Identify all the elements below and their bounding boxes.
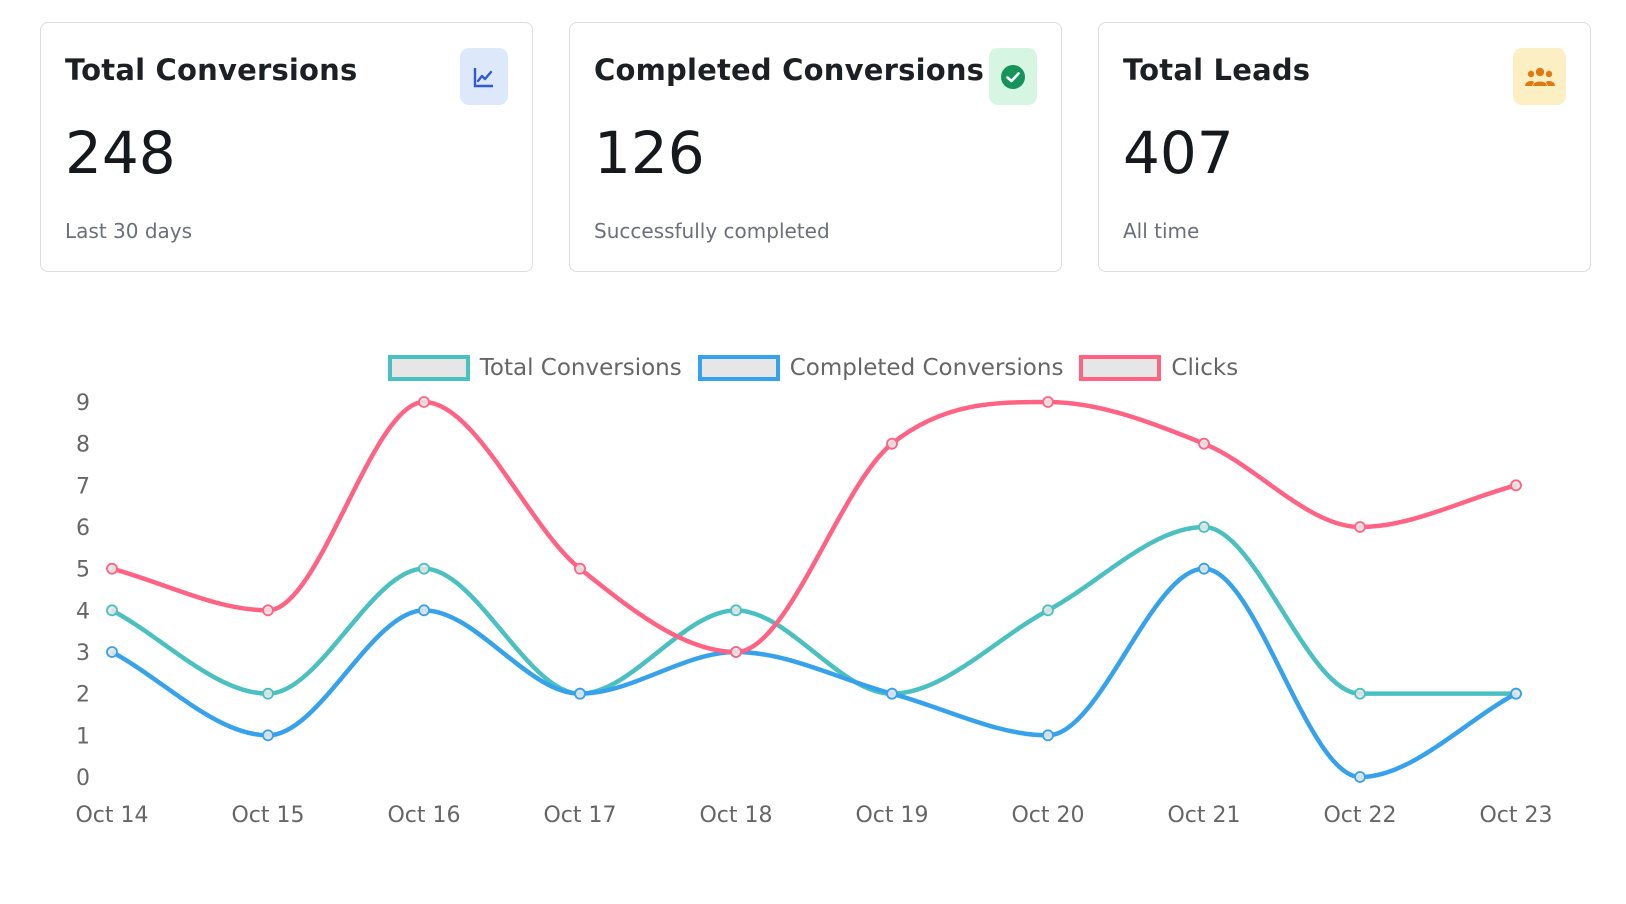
data-point-clicks[interactable] xyxy=(886,437,898,450)
data-point-completed-conversions[interactable] xyxy=(1042,729,1054,742)
card-value: 407 xyxy=(1123,119,1234,187)
legend-swatch xyxy=(1079,355,1162,381)
x-tick-label: Oct 18 xyxy=(699,803,772,828)
card-value: 126 xyxy=(594,119,705,187)
data-point-clicks[interactable] xyxy=(1042,396,1054,408)
series-line-total-conversions xyxy=(110,524,1516,696)
y-tick-label: 3 xyxy=(76,641,90,666)
data-point-total-conversions[interactable] xyxy=(262,687,274,700)
data-point-clicks[interactable] xyxy=(418,396,430,408)
card-title: Total Leads xyxy=(1123,53,1311,87)
legend-label: Clicks xyxy=(1171,355,1239,381)
data-point-total-conversions[interactable] xyxy=(1042,604,1054,617)
data-point-total-conversions[interactable] xyxy=(1354,687,1366,700)
line-chart-icon xyxy=(460,48,508,105)
card-completed-conversions: Completed Conversions 126 Successfully c… xyxy=(569,22,1062,272)
y-tick-label: 9 xyxy=(76,391,90,416)
data-point-completed-conversions[interactable] xyxy=(1354,771,1366,783)
data-point-total-conversions[interactable] xyxy=(730,604,742,617)
data-point-clicks[interactable] xyxy=(574,562,586,575)
data-point-clicks[interactable] xyxy=(1354,521,1366,533)
x-tick-label: Oct 20 xyxy=(1011,803,1084,828)
x-tick-label: Oct 19 xyxy=(855,803,928,828)
card-subtitle: Last 30 days xyxy=(65,219,193,243)
series-line-clicks xyxy=(111,399,1517,655)
legend-label: Total Conversions xyxy=(479,355,682,381)
x-tick-label: Oct 15 xyxy=(231,803,304,828)
data-point-clicks[interactable] xyxy=(1510,479,1522,492)
card-value: 248 xyxy=(65,119,176,187)
legend-label: Completed Conversions xyxy=(789,355,1064,381)
y-tick-label: 8 xyxy=(76,433,90,458)
data-point-clicks[interactable] xyxy=(1198,437,1210,450)
data-point-completed-conversions[interactable] xyxy=(262,729,274,742)
y-tick-label: 5 xyxy=(76,558,90,583)
x-tick-label: Oct 17 xyxy=(543,803,616,828)
data-point-completed-conversions[interactable] xyxy=(574,687,586,700)
card-subtitle: Successfully completed xyxy=(594,219,830,243)
users-icon xyxy=(1513,48,1566,105)
y-tick-label: 7 xyxy=(76,474,90,499)
y-tick-label: 2 xyxy=(76,683,90,708)
data-point-total-conversions[interactable] xyxy=(106,604,118,617)
stat-cards: Total Conversions 248 Last 30 days Compl… xyxy=(40,22,1591,272)
legend-swatch xyxy=(697,355,780,381)
data-point-completed-conversions[interactable] xyxy=(1198,562,1210,575)
legend-item-completed-conversions[interactable]: Completed Conversions xyxy=(697,355,1064,381)
data-point-clicks[interactable] xyxy=(106,562,118,575)
data-point-completed-conversions[interactable] xyxy=(886,687,898,700)
data-point-clicks[interactable] xyxy=(262,604,274,617)
x-tick-label: Oct 22 xyxy=(1323,803,1396,828)
y-tick-label: 4 xyxy=(76,599,90,624)
x-tick-label: Oct 14 xyxy=(75,803,148,828)
x-tick-label: Oct 23 xyxy=(1479,803,1552,828)
series-line-completed-conversions xyxy=(110,566,1518,780)
data-point-total-conversions[interactable] xyxy=(418,562,430,575)
y-tick-label: 1 xyxy=(76,724,90,749)
data-point-completed-conversions[interactable] xyxy=(106,646,118,658)
card-total-leads: Total Leads 407 All time xyxy=(1098,22,1591,272)
card-title: Total Conversions xyxy=(65,53,358,87)
chart-legend: Total Conversions Completed Conversions … xyxy=(0,355,1626,381)
legend-item-total-conversions[interactable]: Total Conversions xyxy=(387,355,682,381)
card-subtitle: All time xyxy=(1123,219,1200,243)
data-point-total-conversions[interactable] xyxy=(1198,521,1210,533)
legend-item-clicks[interactable]: Clicks xyxy=(1079,355,1238,381)
check-circle-icon xyxy=(989,48,1037,105)
data-point-clicks[interactable] xyxy=(730,646,742,658)
x-tick-label: Oct 21 xyxy=(1167,803,1240,828)
card-total-conversions: Total Conversions 248 Last 30 days xyxy=(40,22,533,272)
y-tick-label: 0 xyxy=(76,766,90,791)
card-title: Completed Conversions xyxy=(594,53,985,87)
y-tick-label: 6 xyxy=(76,516,90,541)
data-point-completed-conversions[interactable] xyxy=(418,604,430,617)
data-point-completed-conversions[interactable] xyxy=(1510,687,1522,700)
legend-swatch xyxy=(387,355,470,381)
x-tick-label: Oct 16 xyxy=(387,803,460,828)
